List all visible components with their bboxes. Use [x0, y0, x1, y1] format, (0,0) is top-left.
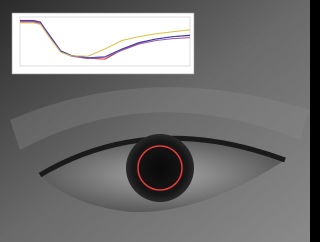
scene	[0, 0, 310, 242]
iris	[126, 134, 194, 202]
